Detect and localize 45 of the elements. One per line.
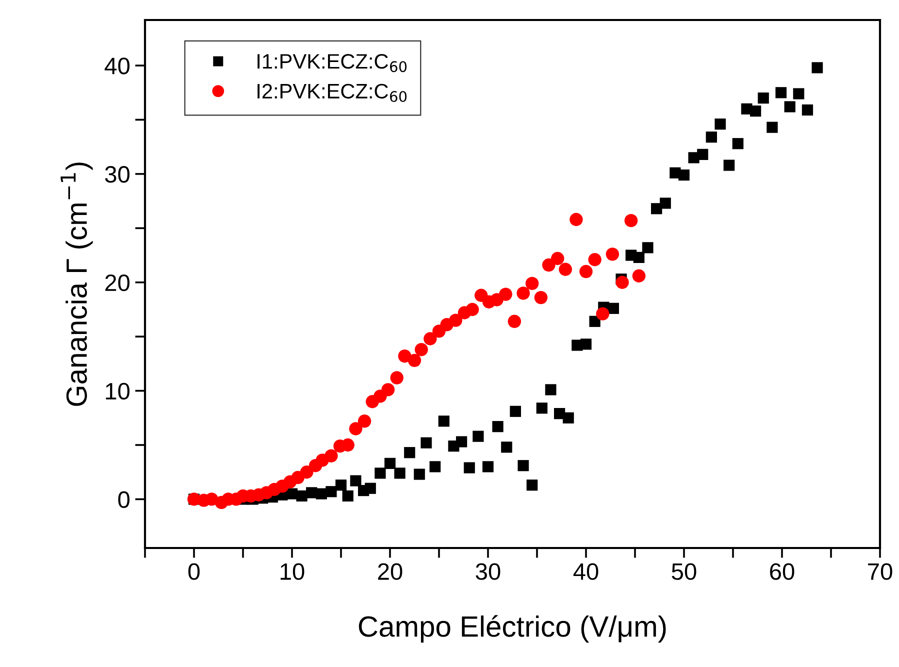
- x-tick-label: 30: [476, 563, 500, 580]
- point: [516, 286, 530, 300]
- point: [632, 269, 646, 282]
- x-tick-label: 20: [378, 563, 402, 580]
- x-tick-label: 10: [280, 563, 304, 580]
- point: [526, 276, 539, 290]
- x-axis-title: Campo Eléctrico (V/μm): [358, 615, 666, 643]
- point: [381, 383, 395, 396]
- point: [534, 290, 548, 304]
- point: [300, 466, 314, 479]
- point: [570, 212, 583, 226]
- point: [579, 264, 593, 278]
- point: [558, 262, 572, 276]
- point: [508, 314, 522, 328]
- point: [616, 276, 629, 289]
- point: [596, 307, 610, 320]
- y-axis-title: Ganancia Γ (cm$^{−1}$): [60, 162, 93, 406]
- point: [408, 354, 422, 368]
- point: [499, 288, 512, 301]
- y-tick-label: 0: [118, 491, 130, 508]
- point: [390, 371, 404, 384]
- point: [542, 258, 556, 272]
- point: [588, 253, 602, 266]
- point: [606, 248, 620, 261]
- point: [449, 314, 462, 327]
- point: [424, 332, 437, 346]
- y-tick-label: 10: [106, 382, 130, 400]
- point: [550, 252, 564, 266]
- point: [624, 214, 638, 228]
- x-tick-label: 50: [672, 563, 696, 580]
- x-tick-label: 0: [188, 563, 200, 580]
- x-tick-label: 40: [573, 563, 598, 580]
- x-tick-label: 60: [770, 563, 794, 580]
- legend-label: I1:PVK:ECZ:C$_{60}$: [258, 54, 407, 72]
- y-tick-label: 20: [105, 274, 130, 292]
- point: [358, 414, 372, 428]
- y-tick-label: 40: [104, 58, 130, 74]
- point: [414, 342, 428, 356]
- legend-label: I2:PVK:ECZ:C$_{60}$: [258, 84, 407, 102]
- point: [341, 438, 354, 452]
- point: [324, 449, 338, 462]
- point: [349, 422, 362, 436]
- y-tick-label: 30: [105, 166, 130, 183]
- x-tick-label: 70: [868, 563, 892, 580]
- point: [466, 302, 479, 316]
